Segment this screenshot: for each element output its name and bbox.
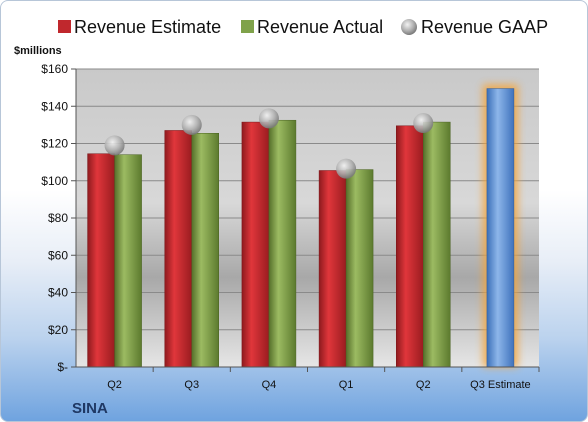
y-tick-label: $- xyxy=(57,360,68,374)
bar-revenue-actual xyxy=(268,119,297,368)
y-tick-label: $80 xyxy=(48,211,68,225)
bar-revenue-estimate xyxy=(87,153,115,368)
legend-swatch-gaap xyxy=(401,19,417,35)
legend: Revenue Estimate Revenue Actual Revenue … xyxy=(58,17,548,37)
bar-revenue-estimate xyxy=(396,125,424,368)
x-tick-label: Q3 Estimate xyxy=(470,379,531,391)
x-tick-label: Q4 xyxy=(262,379,277,391)
company-label: SINA xyxy=(72,400,108,417)
y-tick-label: $160 xyxy=(41,62,68,76)
marker-revenue-gaap xyxy=(336,158,357,179)
x-tick-label: Q1 xyxy=(339,379,354,391)
legend-label-actual: Revenue Actual xyxy=(257,17,383,37)
y-tick-label: $100 xyxy=(41,174,68,188)
y-axis: $- $20 $40 $60 $80 $100 $120 $140 $160 xyxy=(41,62,77,374)
y-tick-label: $140 xyxy=(41,99,68,113)
y-axis-unit-label: $millions xyxy=(14,45,62,57)
marker-revenue-gaap xyxy=(413,113,434,134)
marker-revenue-gaap xyxy=(104,135,125,156)
bar-revenue-actual xyxy=(345,169,374,368)
y-tick-label: $20 xyxy=(48,323,68,337)
x-tick-label: Q2 xyxy=(107,379,122,391)
legend-swatch-estimate xyxy=(58,20,71,33)
x-tick-label: Q3 xyxy=(184,379,199,391)
bar-revenue-estimate xyxy=(318,170,347,368)
bars xyxy=(87,84,518,368)
bar-revenue-estimate xyxy=(241,121,270,368)
bar-projected-estimate xyxy=(486,88,515,368)
y-tick-label: $40 xyxy=(48,286,68,300)
x-axis: Q2 Q3 Q4 Q1 Q2 Q3 Estimate xyxy=(76,366,540,391)
x-tick-label: Q2 xyxy=(416,379,431,391)
y-tick-label: $60 xyxy=(48,248,68,262)
y-tick-label: $120 xyxy=(41,137,68,151)
bar-revenue-actual xyxy=(191,133,219,368)
marker-revenue-gaap xyxy=(181,114,202,135)
gaap-markers xyxy=(104,108,434,179)
legend-swatch-actual xyxy=(241,20,254,33)
legend-label-estimate: Revenue Estimate xyxy=(74,17,221,37)
bar-revenue-estimate xyxy=(164,130,192,368)
legend-label-gaap: Revenue GAAP xyxy=(421,17,548,37)
bar-revenue-actual xyxy=(114,154,142,368)
bar-revenue-actual xyxy=(423,121,451,368)
marker-revenue-gaap xyxy=(258,108,279,129)
